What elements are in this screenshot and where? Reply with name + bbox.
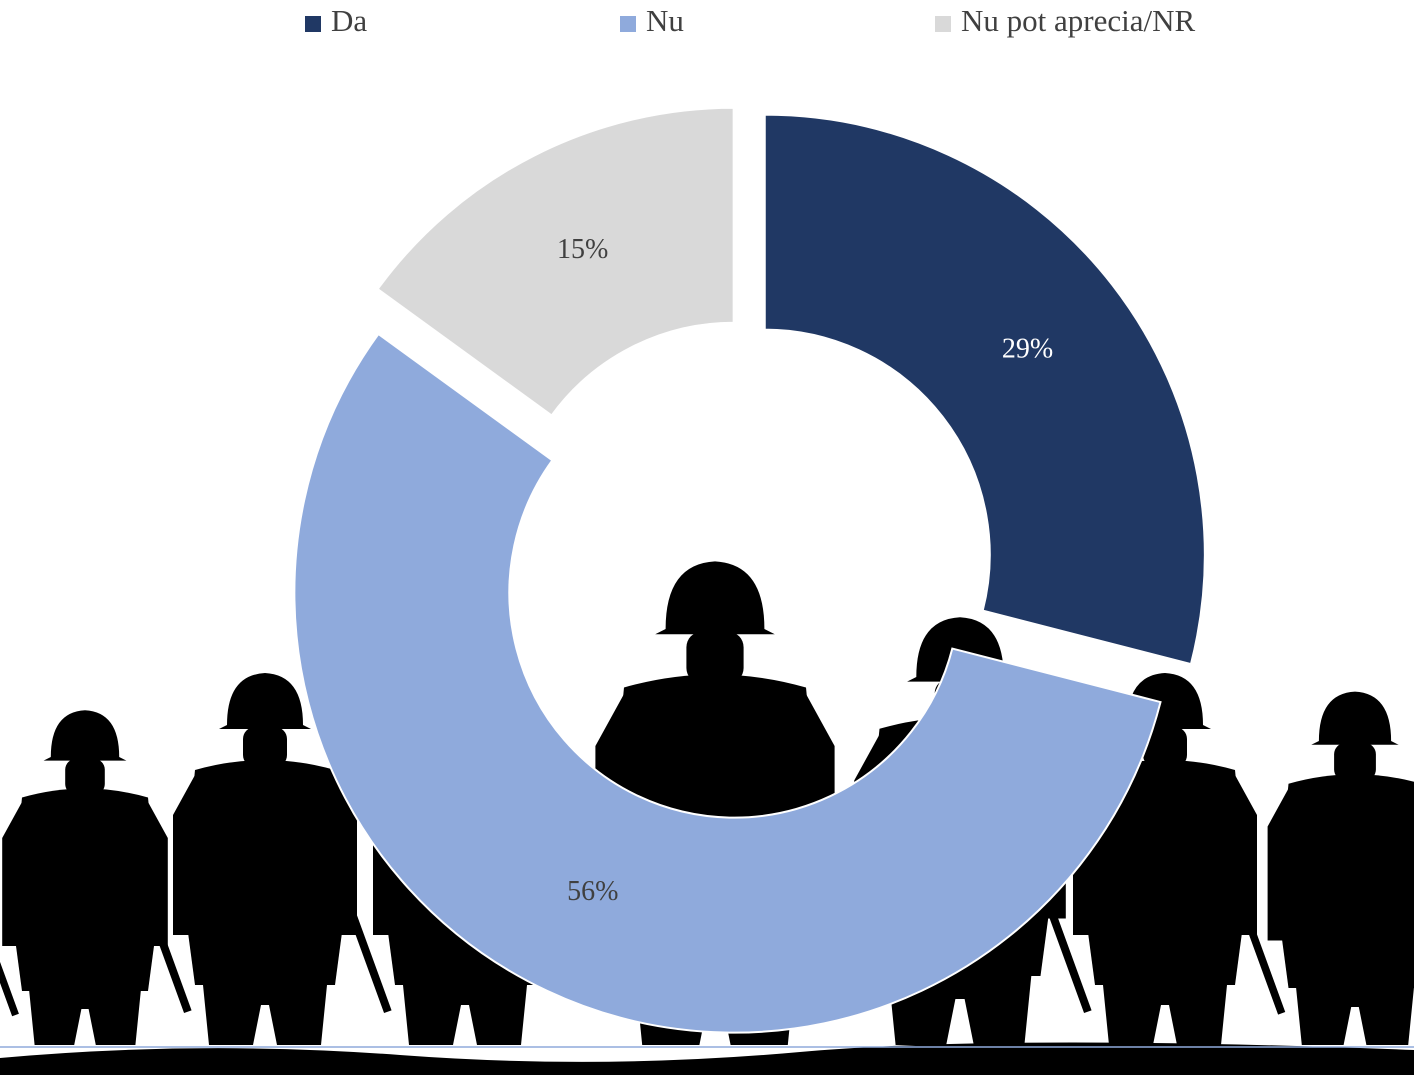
head — [1334, 742, 1376, 781]
torso — [1277, 774, 1414, 988]
torso — [11, 788, 159, 991]
rifle — [0, 920, 19, 1017]
head — [65, 758, 105, 795]
legend: Da Nu Nu pot aprecia/NR — [305, 3, 1195, 38]
legend-swatch — [935, 16, 951, 32]
torso — [183, 760, 347, 985]
rifle — [1046, 906, 1092, 1014]
arm-r — [335, 775, 357, 935]
legend-label: Da — [331, 3, 367, 38]
arm-l — [2, 802, 22, 946]
value-label: 56% — [567, 876, 618, 907]
ground — [0, 1042, 1414, 1075]
donut-segment — [763, 113, 1206, 666]
donut: 29% 56% 15% — [293, 106, 1206, 1034]
helmet — [655, 561, 775, 635]
legend-label: Nu pot aprecia/NR — [961, 3, 1195, 38]
legend-swatch — [620, 16, 636, 32]
head — [686, 631, 744, 684]
soldier — [1242, 691, 1414, 1045]
head — [243, 727, 287, 767]
legs — [1296, 988, 1414, 1045]
rifle — [346, 906, 392, 1014]
legs — [888, 976, 1032, 1045]
rifle — [1242, 913, 1286, 1015]
legs — [403, 985, 527, 1045]
helmet — [219, 673, 311, 729]
legend-swatch — [305, 16, 321, 32]
soldier — [0, 710, 168, 1045]
torso — [1083, 760, 1247, 985]
legs — [1103, 985, 1227, 1045]
arm-l — [173, 775, 195, 935]
head — [1143, 727, 1187, 767]
value-label: 15% — [557, 234, 608, 265]
value-label: 29% — [1002, 333, 1053, 364]
arm-r — [1235, 775, 1257, 935]
legs — [203, 985, 327, 1045]
donut-segment — [376, 106, 735, 417]
legs — [29, 991, 141, 1045]
rifle — [146, 906, 192, 1014]
donut-segment — [293, 332, 1162, 1034]
soldier — [146, 673, 357, 1045]
helmet — [1311, 691, 1399, 745]
arm-l — [1267, 788, 1289, 941]
helmet — [43, 710, 127, 761]
legend-label: Nu — [646, 3, 684, 38]
